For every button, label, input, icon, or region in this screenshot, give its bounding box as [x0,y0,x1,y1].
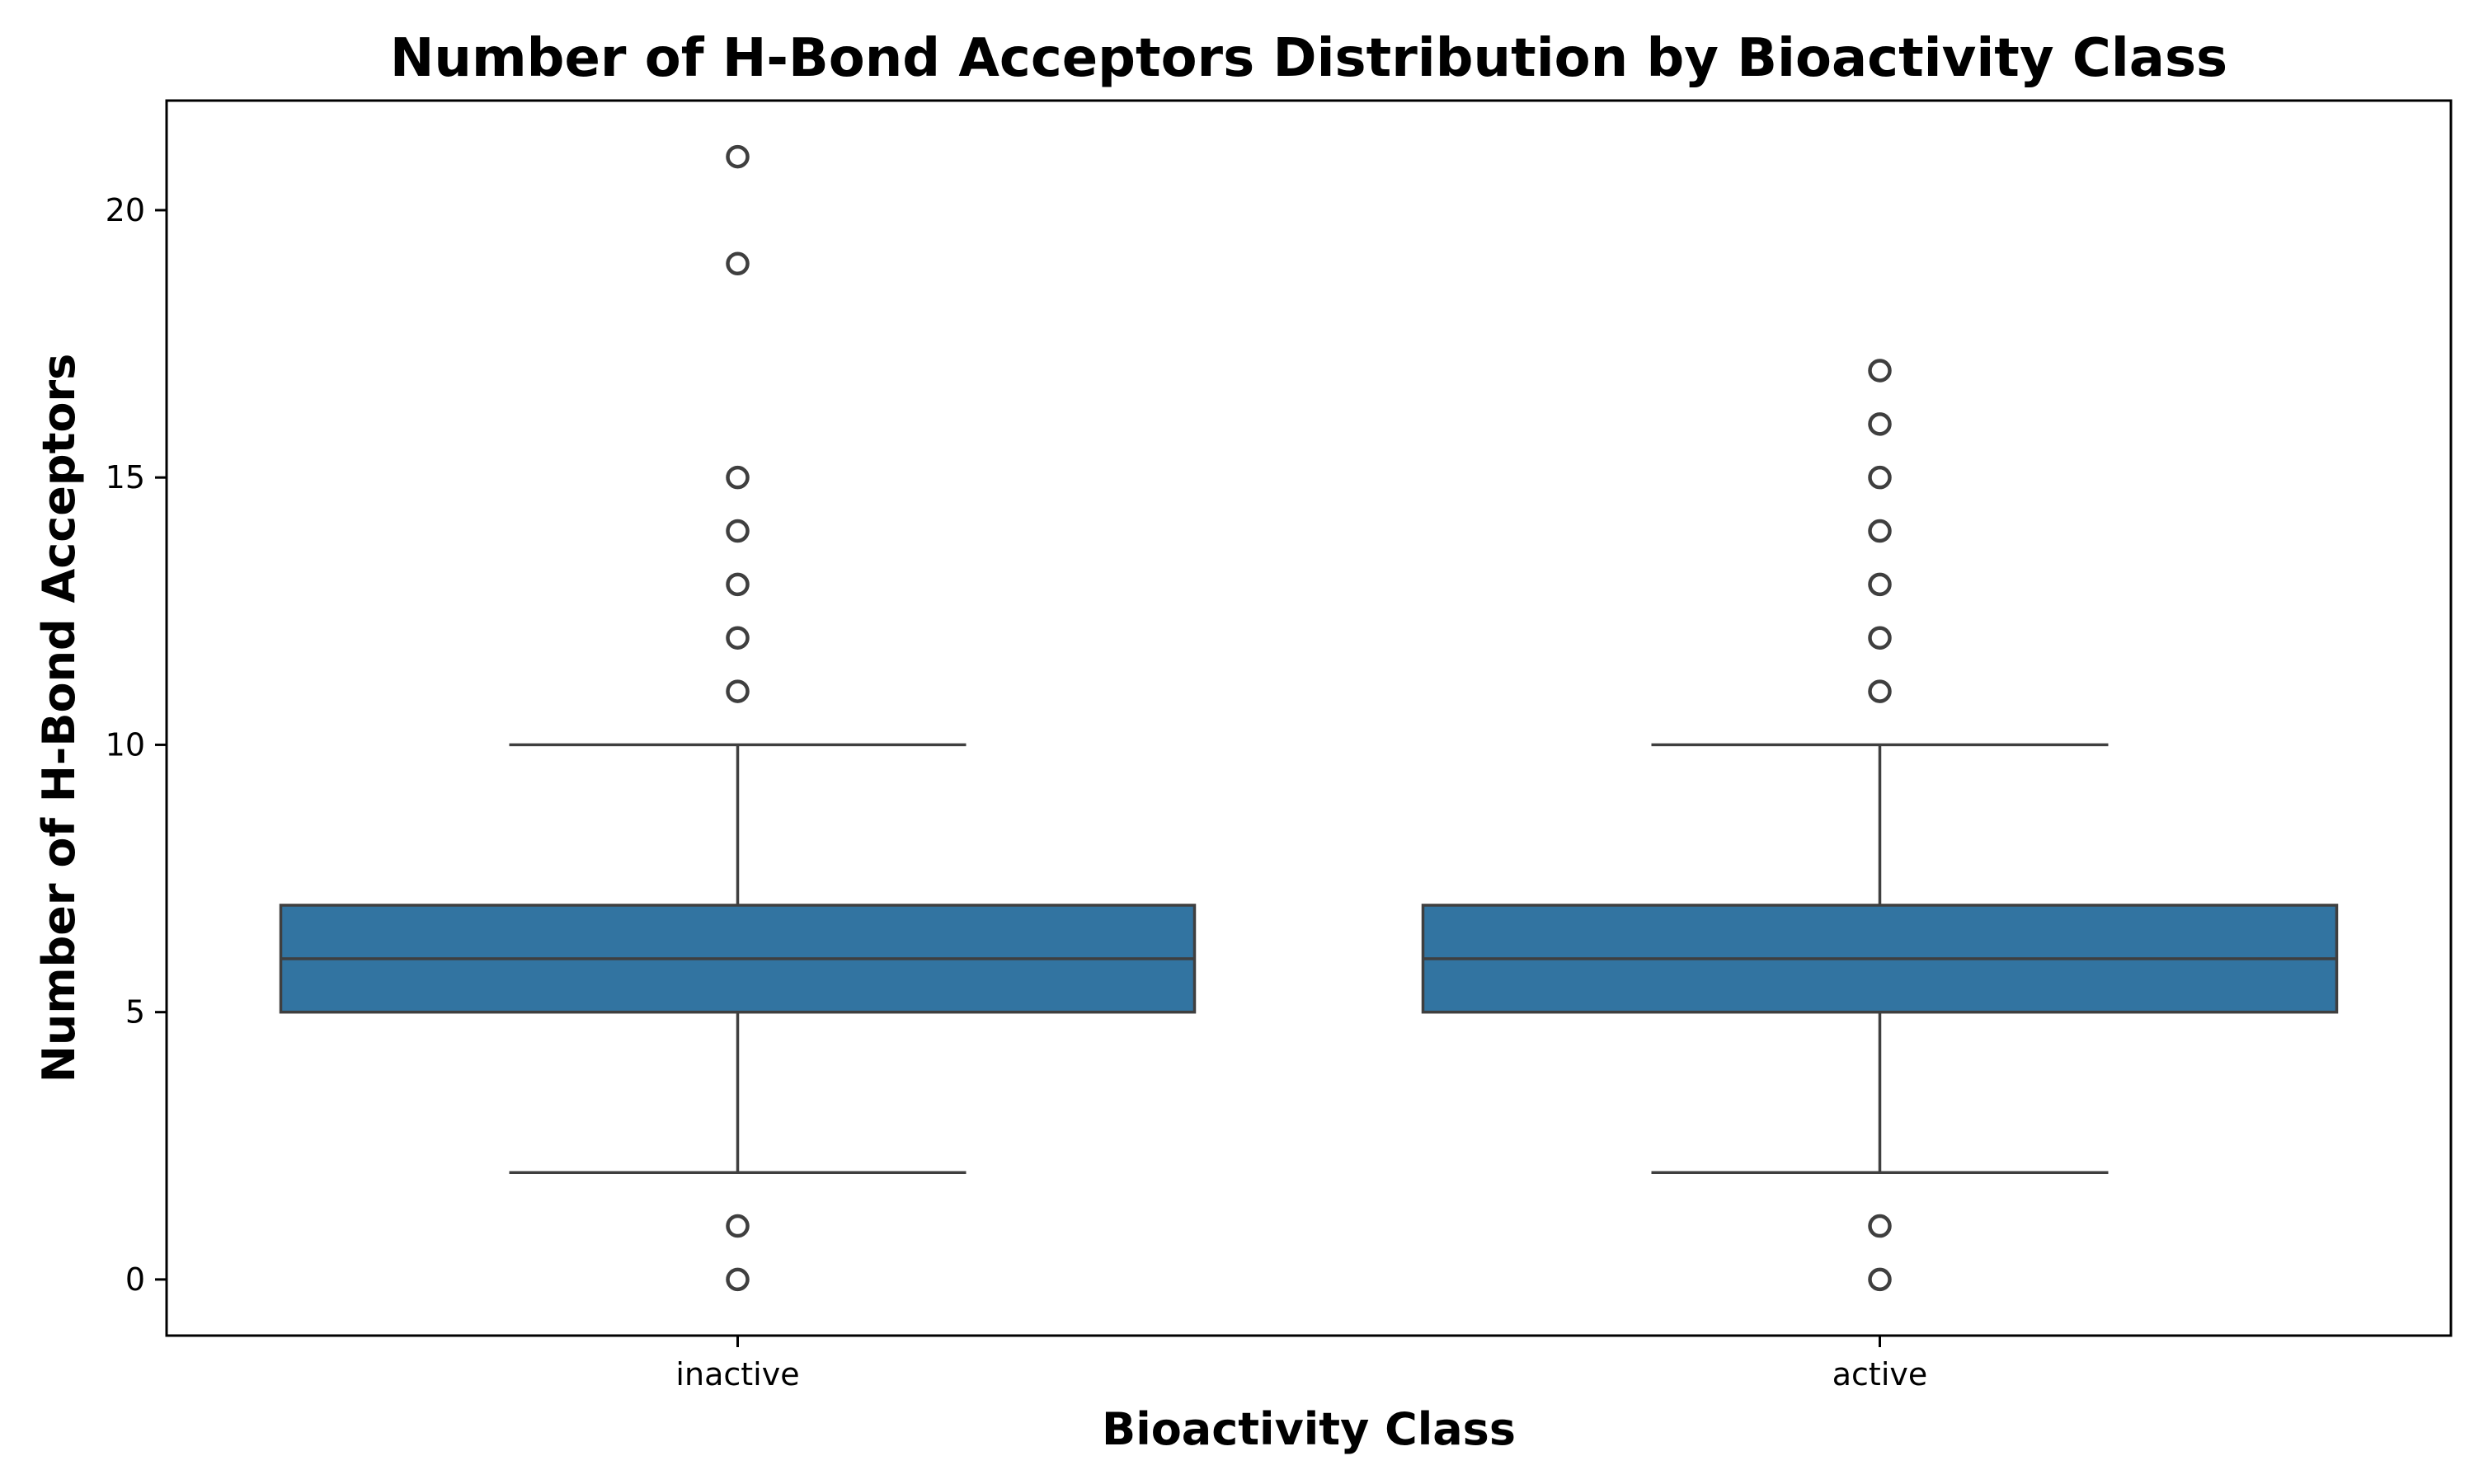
outlier-point [726,465,750,490]
outlier-point [1868,1267,1892,1292]
outlier-point [726,144,750,169]
x-tick-label: active [1832,1356,1928,1392]
chart-title: Number of H-Bond Acceptors Distribution … [390,28,2227,89]
y-tick-label: 20 [106,192,145,228]
box-group-active [1421,359,2339,1292]
outlier-point [726,1267,750,1292]
outlier-point [726,626,750,650]
x-axis-label: Bioactivity Class [1102,1403,1516,1455]
x-axis: inactive active [675,1336,1927,1392]
plot-area [279,144,2339,1292]
outlier-point [1868,572,1892,597]
outlier-point [726,679,750,703]
box-group-inactive [279,144,1197,1292]
outlier-point [726,251,750,276]
y-tick-label: 15 [106,459,145,495]
outlier-point [1868,412,1892,436]
outlier-point [726,1214,750,1238]
outlier-point [726,572,750,597]
outlier-point [1868,626,1892,650]
x-tick-label: inactive [675,1356,799,1392]
y-tick-label: 5 [125,994,145,1031]
y-tick-label: 0 [125,1261,145,1298]
axes-frame [165,99,2453,1337]
y-axis: 0 5 10 15 20 [106,192,167,1298]
outlier-point [1868,679,1892,703]
y-tick-label: 10 [106,726,145,763]
outlier-point [1868,465,1892,490]
outlier-point [1868,519,1892,543]
outlier-point [1868,359,1892,383]
y-axis-label: Number of H-Bond Acceptors [33,354,85,1083]
outlier-point [726,519,750,543]
outlier-point [1868,1214,1892,1238]
